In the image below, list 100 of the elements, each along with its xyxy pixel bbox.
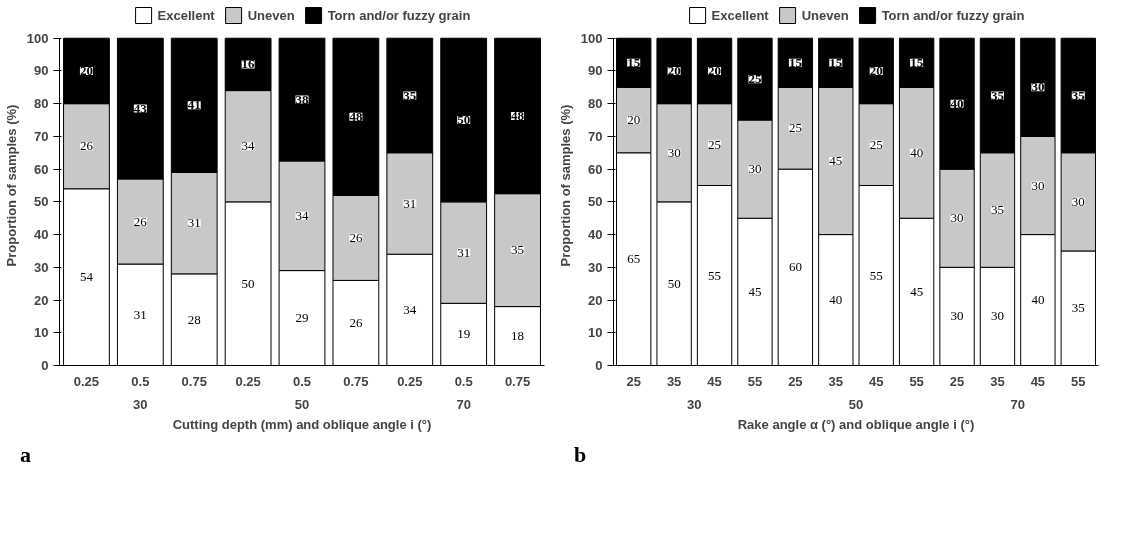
x-tick-label: 0.5 [454, 373, 473, 389]
y-tick-label: 20 [34, 292, 49, 308]
y-tick-label: 70 [588, 128, 603, 144]
x-tick-label: 0.25 [73, 373, 100, 389]
y-tick-label: 80 [34, 96, 49, 112]
data-label: 31 [403, 195, 417, 211]
x-tick-label: 0.75 [181, 373, 207, 389]
data-label: 16 [241, 56, 256, 72]
y-tick-label: 100 [26, 30, 49, 46]
data-label: 20 [79, 62, 93, 78]
legend-label: Excellent [711, 7, 769, 23]
y-tick-label: 90 [34, 63, 49, 79]
text: 70 [1010, 396, 1025, 412]
data-label: 45 [748, 283, 762, 299]
y-tick-label: 0 [41, 358, 49, 373]
y-tick-label: 30 [34, 259, 49, 275]
data-label: 26 [349, 314, 363, 330]
data-label: 34 [295, 207, 309, 223]
data-label: 35 [990, 202, 1004, 218]
data-label: 30 [667, 144, 681, 160]
data-label: 26 [79, 138, 94, 154]
data-label: 31 [457, 244, 471, 260]
data-label: 48 [511, 107, 525, 123]
x-axis-title: Cutting depth (mm) and oblique angle i (°) [172, 416, 432, 432]
x-tick-label: 45 [707, 373, 722, 389]
y-tick-label: 60 [588, 161, 603, 177]
data-label: 25 [708, 136, 722, 152]
y-tick-label: 100 [580, 30, 603, 46]
data-label: 40 [829, 292, 843, 308]
data-label: 65 [627, 251, 641, 267]
x-tick-label: 0.5 [131, 373, 150, 389]
data-label: 48 [349, 108, 363, 124]
x-tick-label: 55 [747, 373, 763, 389]
x-tick-label: 25 [788, 373, 803, 389]
legend-label: Uneven [247, 7, 295, 23]
data-label: 30 [1031, 177, 1045, 193]
legend-label: Torn and/or fuzzy grain [327, 7, 471, 23]
x-tick-label: 0.75 [343, 373, 369, 389]
x-tick-label: 0.5 [292, 373, 312, 389]
data-label: 18 [511, 328, 525, 344]
data-label: 30 [950, 210, 964, 226]
data-label: 26 [349, 229, 363, 245]
data-label: 15 [627, 54, 641, 70]
data-label: 60 [788, 259, 802, 275]
data-label: 25 [748, 71, 762, 87]
y-tick-label: 10 [34, 325, 49, 341]
y-tick-label: 90 [588, 63, 603, 79]
x-tick-label: 35 [666, 373, 682, 389]
data-label: 43 [133, 100, 148, 116]
y-tick-label: 80 [588, 96, 603, 112]
data-label: 20 [667, 62, 681, 78]
data-label: 26 [133, 213, 148, 229]
data-label: 19 [457, 326, 471, 342]
data-label: 30 [1071, 193, 1085, 209]
data-label: 40 [950, 95, 964, 111]
text: 50 [294, 396, 310, 412]
y-axis-title: Proportion of samples (%) [557, 104, 573, 267]
text: 70 [456, 396, 471, 412]
data-label: 34 [241, 138, 256, 154]
y-tick-label: 50 [588, 194, 603, 210]
y-tick-label: 50 [34, 194, 49, 210]
data-label: 35 [511, 242, 525, 258]
x-tick-label: 0.25 [397, 373, 423, 389]
data-label: 30 [748, 161, 762, 177]
data-label: 35 [403, 87, 417, 103]
x-tick-label: 25 [949, 373, 965, 389]
data-label: 25 [869, 136, 883, 152]
data-label: 35 [990, 87, 1005, 103]
text: 30 [687, 396, 702, 412]
y-tick-label: 10 [588, 325, 603, 341]
x-tick-label: 45 [868, 373, 884, 389]
x-tick-label: 0.75 [504, 373, 531, 389]
data-label: 15 [910, 54, 924, 70]
data-label: 38 [295, 91, 309, 107]
data-label: 31 [133, 306, 147, 322]
data-label: 20 [869, 62, 883, 78]
text: a [20, 441, 31, 469]
legend-label: Excellent [157, 7, 215, 23]
y-tick-label: 40 [34, 227, 49, 243]
text: b [574, 441, 587, 469]
text: 50 [848, 396, 864, 412]
data-label: 54 [79, 269, 94, 285]
data-label: 30 [990, 308, 1004, 324]
legend-label: Uneven [801, 7, 849, 23]
data-label: 45 [829, 152, 843, 168]
data-label: 35 [1071, 300, 1085, 316]
data-label: 30 [950, 308, 964, 324]
data-label: 30 [1031, 79, 1045, 95]
data-label: 50 [667, 275, 681, 291]
data-label: 40 [1031, 292, 1045, 308]
x-tick-label: 35 [828, 373, 844, 389]
x-tick-label: 55 [909, 373, 924, 389]
y-tick-label: 70 [34, 128, 49, 144]
data-label: 50 [241, 275, 255, 291]
data-label: 34 [403, 301, 417, 317]
x-tick-label: 25 [626, 373, 641, 389]
data-label: 40 [910, 144, 924, 160]
data-label: 15 [829, 54, 843, 70]
data-label: 15 [788, 54, 803, 70]
data-label: 35 [1071, 87, 1086, 103]
